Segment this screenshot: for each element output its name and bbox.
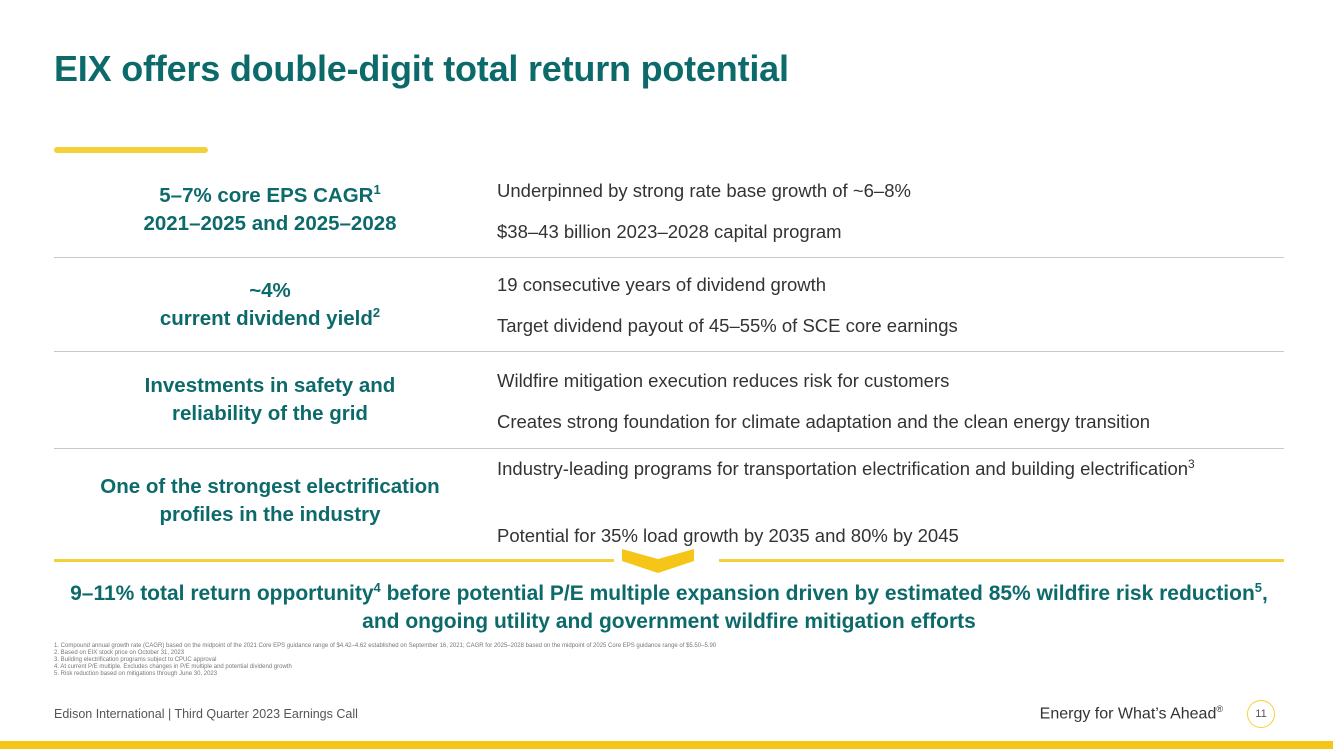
heading-line: ~4% <box>249 278 291 302</box>
summary-separator-right <box>719 559 1284 562</box>
summary-text: 9–11% total return opportunity <box>70 582 374 605</box>
heading-line: reliability of the grid <box>172 402 368 425</box>
detail-item: 19 consecutive years of dividend growth <box>497 274 827 295</box>
detail-item: Underpinned by strong rate base growth o… <box>497 180 911 201</box>
footnote: 2. Based on EIX stock price on October 3… <box>54 650 185 656</box>
footnote-ref: 1 <box>373 182 381 198</box>
title-accent-bar <box>54 147 208 153</box>
row-heading: One of the strongest electrification pro… <box>54 449 486 553</box>
heading-line: profiles in the industry <box>159 503 381 526</box>
footnotes: 1. Compound annual growth rate (CAGR) ba… <box>54 643 1054 678</box>
slide-title: EIX offers double-digit total return pot… <box>54 48 789 89</box>
detail-item: $38–43 billion 2023–2028 capital program <box>497 221 842 242</box>
row-divider <box>54 257 1284 258</box>
row-divider <box>54 448 1284 449</box>
registered-mark: ® <box>1216 704 1223 714</box>
row-heading: 5–7% core EPS CAGR1 2021–2025 and 2025–2… <box>54 163 486 257</box>
detail-item: Creates strong foundation for climate ad… <box>497 411 1151 432</box>
footer-source: Edison International | Third Quarter 202… <box>54 707 358 721</box>
row-safety-investments: Investments in safety and reliability of… <box>54 352 1284 448</box>
heading-line: One of the strongest electrification <box>100 475 440 498</box>
bottom-accent-bar <box>0 741 1333 749</box>
page-number: 11 <box>1247 700 1275 728</box>
row-heading: Investments in safety and reliability of… <box>54 352 486 448</box>
footnote-ref: 2 <box>372 304 381 320</box>
tagline-text: Energy for What’s Ahead <box>1039 705 1217 723</box>
detail-item: Target dividend payout of 45–55% of SCE … <box>497 315 958 336</box>
heading-line: 5–7% core EPS CAGR <box>159 184 374 207</box>
heading-line: 2021–2025 and 2025–2028 <box>143 212 397 235</box>
summary-text: before potential P/E multiple expansion … <box>380 582 1255 605</box>
row-dividend: ~4% current dividend yield2 19 consecuti… <box>54 258 1284 351</box>
row-divider <box>54 351 1284 352</box>
footnote-ref: 4 <box>373 580 381 595</box>
row-details: 19 consecutive years of dividend growth … <box>497 258 1284 351</box>
summary-statement: 9–11% total return opportunity4 before p… <box>54 580 1284 636</box>
footer-tagline: Energy for What’s Ahead® <box>1040 704 1223 723</box>
footnote: 4. At current P/E multiple. Excludes cha… <box>54 664 292 670</box>
detail-text: Industry-leading programs for transporta… <box>497 458 1189 479</box>
footnote-ref: 3 <box>1188 456 1195 471</box>
footnote: 3. Building electrification programs sub… <box>54 657 217 663</box>
row-electrification: One of the strongest electrification pro… <box>54 449 1284 553</box>
footnote: 5. Risk reduction based on mitigations t… <box>54 671 218 677</box>
summary-text: , and ongoing utility and government wil… <box>362 582 1268 633</box>
row-details: Underpinned by strong rate base growth o… <box>497 163 1284 257</box>
heading-line: Investments in safety and <box>144 374 396 397</box>
heading-line: current dividend yield <box>159 306 373 330</box>
chevron-down-icon <box>622 549 694 573</box>
detail-item: Wildfire mitigation execution reduces ri… <box>497 370 950 391</box>
row-eps-growth: 5–7% core EPS CAGR1 2021–2025 and 2025–2… <box>54 163 1284 257</box>
footnote-ref: 5 <box>1254 580 1263 595</box>
row-heading: ~4% current dividend yield2 <box>54 258 486 351</box>
summary-separator-left <box>54 559 614 562</box>
row-details: Industry-leading programs for transporta… <box>497 449 1284 553</box>
row-details: Wildfire mitigation execution reduces ri… <box>497 352 1284 448</box>
footnote: 1. Compound annual growth rate (CAGR) ba… <box>54 643 717 649</box>
detail-item: Potential for 35% load growth by 2035 an… <box>497 525 959 546</box>
detail-item: Industry-leading programs for transporta… <box>497 458 1197 480</box>
